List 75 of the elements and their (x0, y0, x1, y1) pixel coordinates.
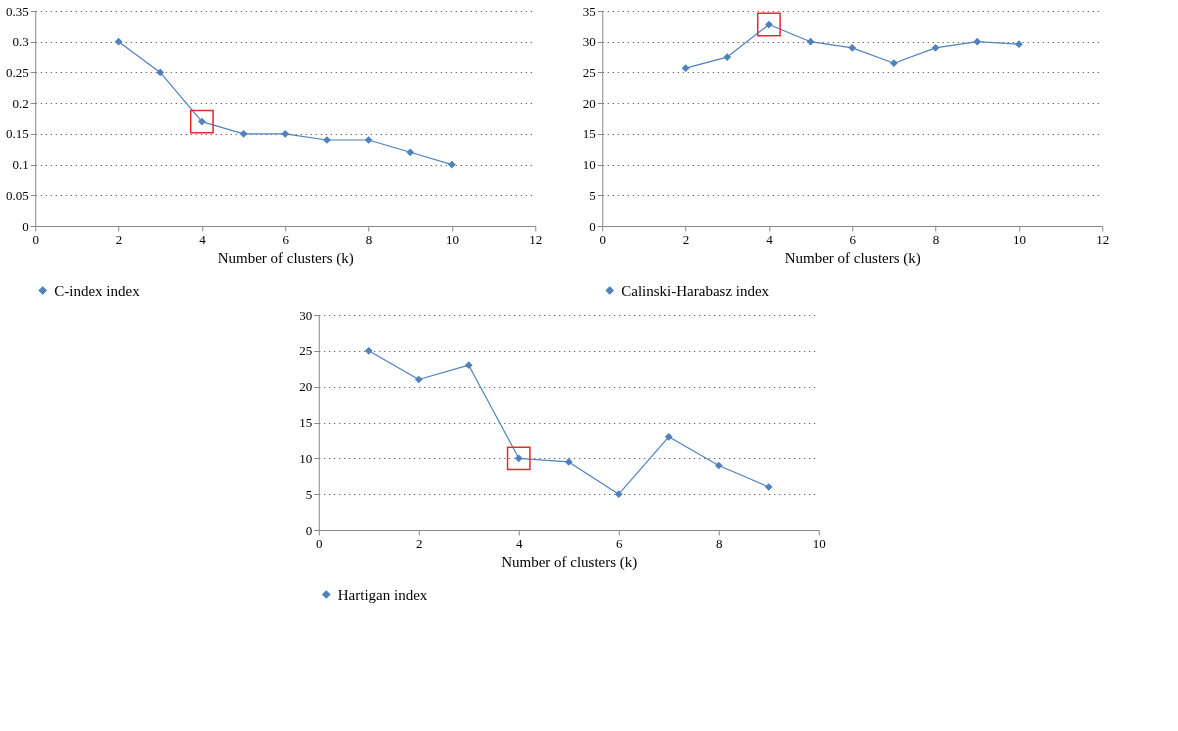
y-tick-label: 0 (589, 218, 596, 234)
x-tick-label: 2 (115, 231, 123, 247)
point (114, 37, 123, 46)
x-tick-label: 12 (1096, 231, 1110, 247)
x-tick-label: 2 (682, 231, 690, 247)
point (890, 59, 898, 68)
point (806, 37, 815, 46)
x-tick-label: 12 (529, 231, 543, 247)
y-tick-label: 30 (582, 34, 596, 50)
y-tick-label: 15 (299, 415, 313, 430)
point (564, 458, 573, 466)
x-tick-label: 4 (766, 231, 774, 247)
y-tick-label: 5 (305, 486, 313, 502)
point (764, 483, 773, 491)
y-tick-label: 0.35 (6, 3, 29, 19)
x-tick-label: 8 (716, 535, 723, 551)
x-tick-label: 6 (282, 231, 290, 247)
x-tick-label: 10 (445, 231, 459, 247)
y-tick-label: 0.05 (6, 187, 29, 203)
x-tick-label: 0 (599, 231, 606, 247)
point (281, 129, 290, 138)
point (414, 375, 423, 384)
y-tick-label: 25 (582, 64, 596, 80)
y-tick-label: 15 (582, 126, 596, 142)
point (156, 68, 165, 77)
legend-label: Calinski-Harabasz index (621, 282, 770, 299)
point (364, 136, 373, 144)
x-axis-title: Number of clusters (k) (784, 249, 921, 267)
x-tick-label: 8 (365, 231, 373, 247)
point (1015, 40, 1023, 49)
y-tick-label: 25 (299, 343, 313, 359)
x-tick-label: 6 (849, 231, 857, 247)
point (239, 129, 248, 138)
point (364, 346, 373, 355)
x-axis-title: Number of clusters (k) (217, 249, 354, 267)
point (714, 461, 723, 470)
y-tick-label: 10 (299, 450, 313, 466)
point (614, 490, 623, 499)
y-tick-label: 0.1 (12, 157, 29, 173)
point (973, 37, 982, 46)
x-tick-label: 4 (516, 535, 523, 551)
x-tick-label: 0 (32, 231, 39, 247)
y-tick-label: 5 (589, 187, 596, 203)
y-tick-label: 0.15 (6, 126, 29, 142)
point (464, 361, 473, 370)
y-tick-label: 0.3 (12, 34, 29, 50)
x-tick-label: 4 (199, 231, 207, 247)
point (756, 12, 781, 37)
point (664, 432, 673, 441)
x-tick-label: 6 (616, 535, 623, 551)
y-tick-label: 30 (299, 307, 313, 323)
point (681, 64, 690, 72)
legend-label: C-index index (54, 282, 141, 299)
y-tick-label: 0.2 (12, 95, 29, 111)
y-tick-label: 0 (22, 218, 29, 234)
point (723, 53, 732, 61)
x-tick-label: 8 (932, 231, 940, 247)
x-axis-title: Number of clusters (k) (501, 553, 638, 571)
legend-label: Hartigan index (337, 586, 428, 603)
y-tick-label: 20 (582, 95, 596, 111)
point (848, 43, 857, 52)
y-tick-label: 0 (305, 522, 313, 538)
y-tick-label: 10 (582, 157, 596, 173)
point (506, 446, 531, 471)
point (448, 160, 456, 169)
x-tick-label: 0 (316, 535, 323, 551)
y-tick-label: 20 (299, 379, 313, 395)
y-tick-label: 35 (582, 3, 596, 19)
x-tick-label: 10 (812, 535, 826, 551)
point (931, 43, 940, 52)
x-tick-label: 2 (416, 535, 423, 551)
point (406, 148, 415, 157)
point (189, 109, 214, 134)
x-tick-label: 10 (1012, 231, 1026, 247)
y-tick-label: 0.25 (6, 64, 29, 80)
